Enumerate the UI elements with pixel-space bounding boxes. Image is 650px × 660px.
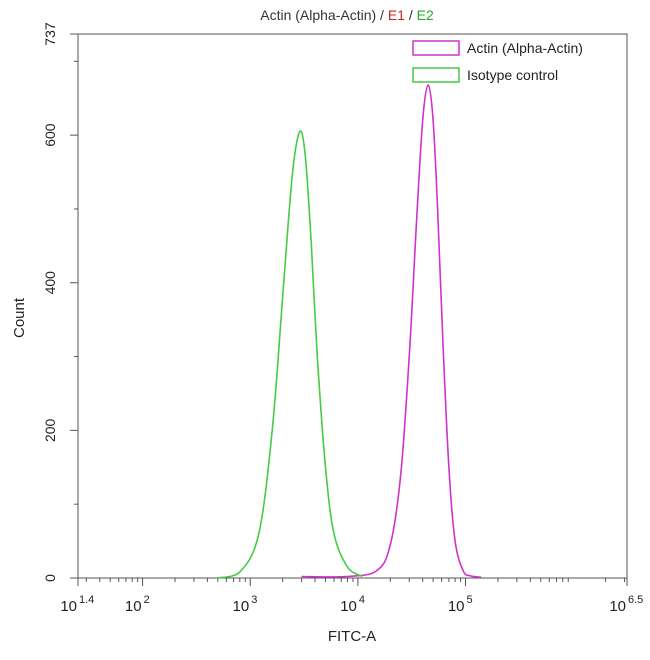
y-tick-label: 200: [42, 418, 58, 442]
legend-label-1: Isotype control: [467, 67, 558, 83]
x-tick-label-exp: 5: [467, 594, 473, 606]
legend-swatch-0: [412, 40, 460, 56]
title-part-3: E2: [417, 7, 434, 23]
x-tick-label-exp: 4: [359, 594, 365, 606]
title-part-0: Actin (Alpha-Actin) /: [260, 7, 388, 23]
x-tick-label-base: 10: [609, 598, 626, 615]
x-axis-label: FITC-A: [328, 628, 376, 645]
x-tick-label-exp: 6.5: [628, 594, 643, 606]
plot-frame: [77, 33, 628, 579]
x-tick-label-base: 10: [233, 598, 250, 615]
x-tick-label-exp: 2: [144, 594, 150, 606]
y-tick-label: 0: [42, 574, 58, 582]
x-tick-label-base: 10: [60, 598, 77, 615]
x-tick-label-base: 10: [125, 598, 142, 615]
legend-label-0: Actin (Alpha-Actin): [467, 40, 583, 56]
x-tick-label-exp: 1.4: [79, 594, 94, 606]
series-line-0: [301, 84, 482, 579]
series-line-1: [217, 130, 363, 579]
y-tick-label: 400: [42, 271, 58, 295]
chart-title: Actin (Alpha-Actin) / E1 / E2: [260, 7, 434, 23]
y-tick-label: 600: [42, 123, 58, 147]
y-tick-label: 737: [42, 22, 58, 46]
title-part-2: /: [405, 7, 417, 23]
legend-swatch-1: [412, 67, 460, 83]
title-part-1: E1: [388, 7, 405, 23]
y-axis-label: Count: [11, 297, 28, 338]
x-tick-label-exp: 3: [251, 594, 257, 606]
x-tick-label-base: 10: [448, 598, 465, 615]
x-tick-label-base: 10: [340, 598, 357, 615]
